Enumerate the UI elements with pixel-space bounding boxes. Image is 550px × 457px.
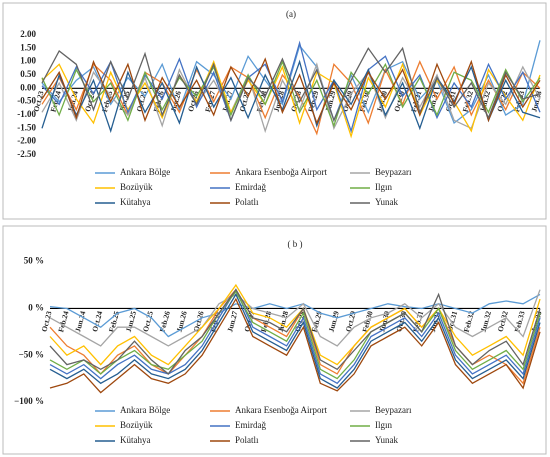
y-tick-label: -2.00 (17, 136, 36, 146)
legend-label: Ankara Esenboğa Airport (235, 405, 327, 415)
chart-title: (a) (286, 9, 296, 19)
series-line (49, 293, 541, 389)
legend-label: Yunak (375, 197, 398, 207)
y-tick-label: 2.00 (20, 29, 36, 39)
legend-label: Polatlı (235, 435, 259, 445)
y-tick-label: 1.00 (20, 56, 36, 66)
series-line (49, 288, 541, 385)
legend-label: Yunak (375, 435, 398, 445)
x-tick-label: Jun.29 (327, 310, 341, 333)
y-tick-label: −100 % (14, 396, 44, 406)
y-tick-label: -1.50 (17, 122, 36, 132)
legend-label: Ankara Esenboğa Airport (235, 167, 327, 177)
x-tick-label: Feb.26 (158, 310, 172, 333)
x-tick-label: Oct.24 (90, 310, 104, 333)
y-tick-label: 0.50 (20, 69, 36, 79)
x-tick-label: Oct.32 (496, 310, 510, 333)
series-line (49, 289, 541, 347)
x-tick-label: Jun.25 (124, 310, 138, 333)
series-line (41, 40, 541, 134)
y-tick-label: 50 % (24, 256, 44, 266)
x-tick-label: Feb.30 (360, 310, 374, 333)
series-line (49, 288, 541, 375)
y-tick-label: -0.50 (17, 96, 36, 106)
series-line (49, 283, 541, 366)
series-line (49, 297, 541, 394)
legend-label: Ankara Bölge (120, 167, 170, 177)
series-line (49, 290, 541, 380)
x-tick-label: Feb.32 (462, 310, 476, 333)
y-tick-label: 0.00 (20, 82, 36, 92)
legend-label: Ilgın (375, 182, 392, 192)
x-tick-label: Feb.33 (512, 310, 526, 333)
legend-label: Beypazarı (375, 167, 412, 177)
series-line (41, 46, 541, 123)
legend-label: Ankara Bölge (120, 405, 170, 415)
y-tick-label: −50 % (19, 349, 44, 359)
legend-label: Ilgın (375, 420, 392, 430)
series-line (41, 57, 541, 125)
panel-frame (2, 225, 547, 455)
legend-label: Beypazarı (375, 405, 412, 415)
legend-label: Bozüyük (120, 420, 153, 430)
y-tick-label: 1.50 (20, 42, 36, 52)
legend-label: Kütahya (120, 435, 151, 445)
y-tick-label: 0 % (28, 303, 44, 313)
chart-title: ( b ) (288, 239, 303, 249)
y-tick-label: -2.50 (17, 149, 36, 159)
legend-label: Kütahya (120, 197, 151, 207)
y-tick-label: -1.00 (17, 109, 36, 119)
legend-label: Polatlı (235, 197, 259, 207)
legend-label: Bozüyük (120, 182, 153, 192)
legend-label: Emirdağ (235, 420, 266, 430)
legend-label: Emirdağ (235, 182, 266, 192)
x-tick-label: Feb.24 (56, 310, 70, 333)
series-line (49, 293, 541, 338)
panel-frame (2, 2, 547, 220)
